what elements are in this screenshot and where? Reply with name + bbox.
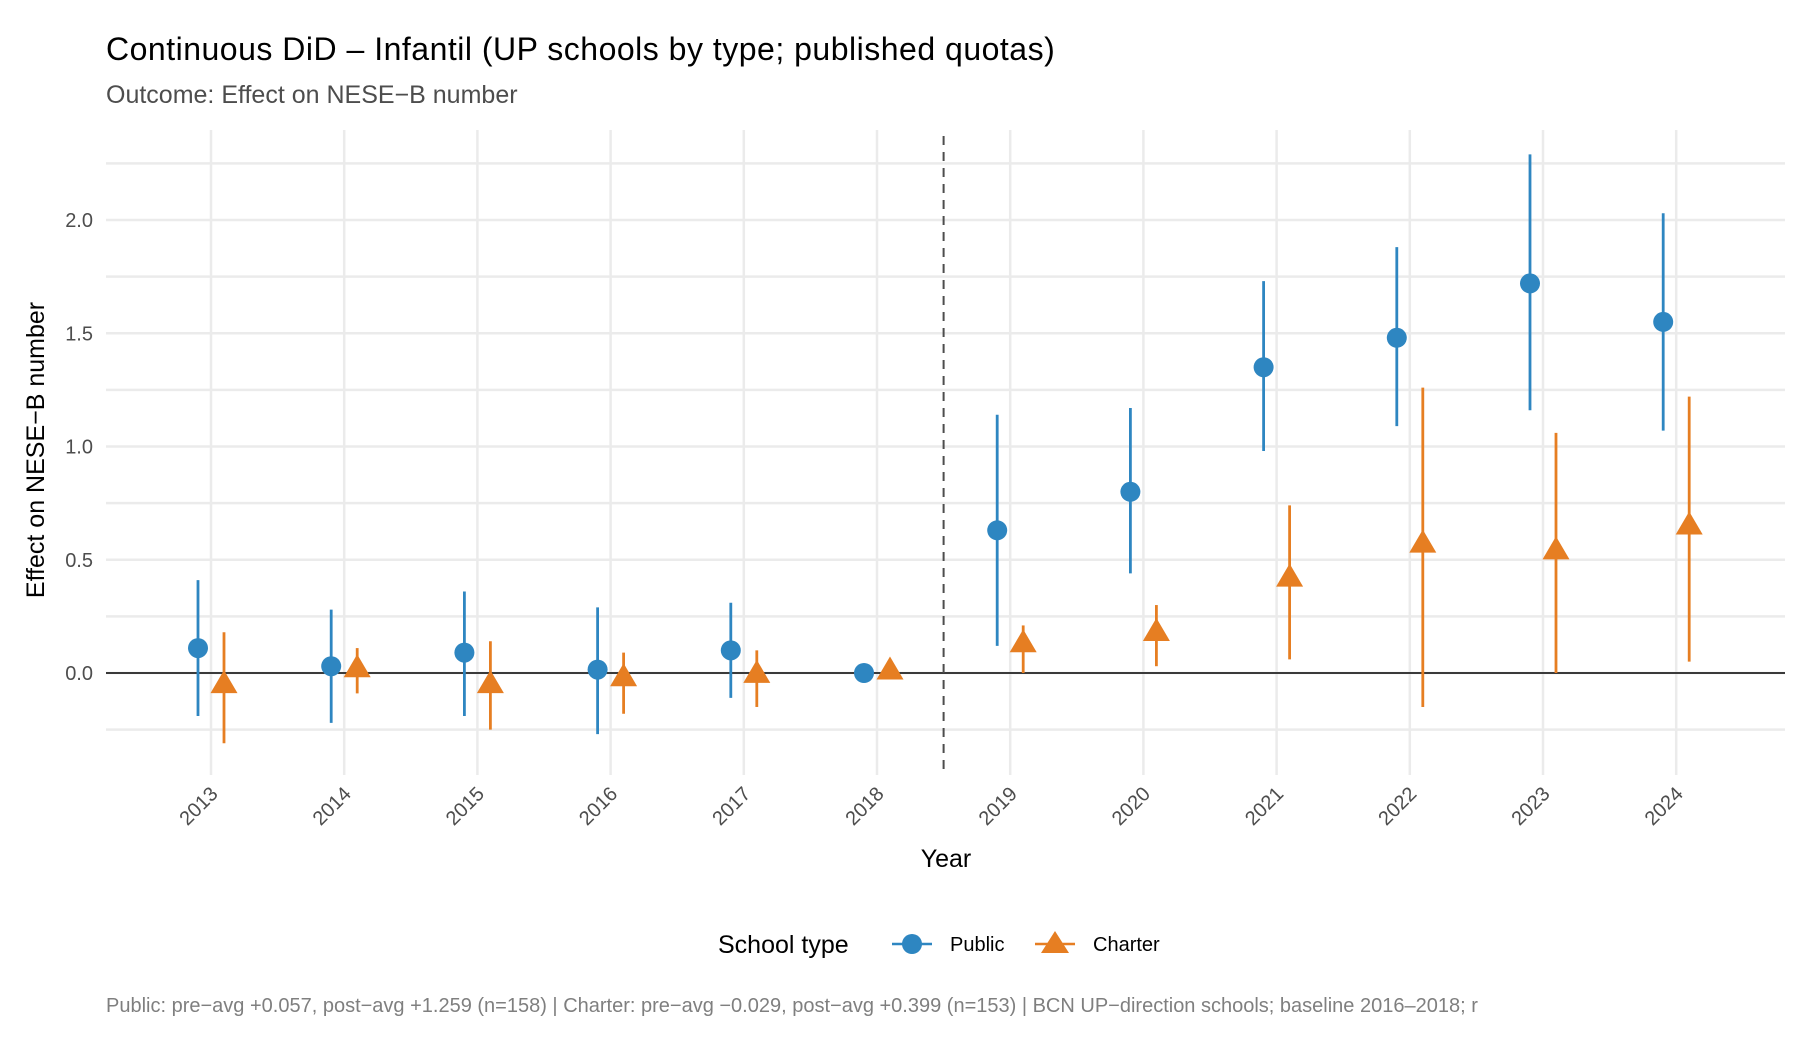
point-charter-2013	[210, 670, 238, 694]
point-charter-2014	[343, 654, 371, 678]
reference-lines	[106, 136, 1785, 775]
point-public-2014	[321, 656, 342, 677]
point-public-2017	[720, 640, 741, 661]
point-charter-2016	[610, 663, 638, 687]
y-tick-label: 1.5	[65, 323, 93, 345]
y-axis-title: Effect on NESE−B number	[22, 302, 50, 598]
point-charter-2015	[476, 670, 504, 694]
legend: School type Public Charter	[718, 931, 1160, 959]
point-charter-2024	[1675, 511, 1703, 535]
x-tick-label: 2022	[1374, 783, 1421, 830]
gridlines	[106, 130, 1785, 775]
chart-title: Continuous DiD – Infantil (UP schools by…	[106, 31, 1055, 67]
x-tick-label: 2018	[842, 783, 889, 830]
legend-key-charter	[1035, 931, 1075, 953]
legend-label-charter: Charter	[1093, 934, 1160, 956]
point-public-2021	[1253, 357, 1274, 378]
point-public-2013	[188, 638, 208, 659]
legend-label-public: Public	[950, 934, 1004, 956]
point-charter-2021	[1276, 563, 1304, 587]
point-public-2022	[1386, 327, 1407, 348]
point-charter-2017	[743, 659, 771, 683]
point-public-2015	[454, 642, 475, 663]
x-tick-label: 2023	[1508, 783, 1555, 830]
legend-public-marker	[902, 934, 922, 954]
y-tick-label: 1.0	[65, 437, 93, 459]
point-charter-2018	[876, 656, 904, 680]
point-charter-2020	[1142, 617, 1170, 641]
point-public-2023	[1520, 273, 1540, 294]
x-tick-label: 2024	[1641, 783, 1688, 830]
series-charter	[210, 387, 1703, 744]
x-tick-label: 2017	[708, 783, 755, 830]
plot-series	[188, 154, 1703, 744]
chart-caption: Public: pre−avg +0.057, post−avg +1.259 …	[106, 995, 1478, 1017]
legend-charter-marker	[1041, 931, 1069, 953]
point-charter-2022	[1409, 529, 1437, 553]
x-tick-label: 2013	[176, 783, 223, 830]
x-tick-label: 2015	[442, 783, 489, 830]
x-axis-title: Year	[921, 845, 972, 873]
x-tick-label: 2014	[309, 783, 356, 830]
x-tick-label: 2016	[575, 783, 622, 830]
legend-key-public	[892, 934, 932, 954]
point-charter-2019	[1009, 629, 1037, 653]
legend-title: School type	[718, 931, 849, 959]
x-axis-ticks: 2013 2014 2015 2016 2017 2018 2019 2020 2021 2022…	[176, 783, 1688, 830]
y-tick-label: 0.0	[65, 663, 93, 685]
point-public-2019	[987, 520, 1008, 541]
point-charter-2023	[1542, 536, 1570, 560]
x-tick-label: 2021	[1241, 783, 1288, 830]
series-public	[188, 154, 1674, 735]
x-tick-label: 2020	[1108, 783, 1155, 830]
point-public-2018	[854, 663, 874, 683]
chart-subtitle: Outcome: Effect on NESE−B number	[106, 81, 518, 109]
point-public-2020	[1120, 481, 1141, 502]
y-tick-label: 2.0	[65, 210, 93, 232]
y-tick-label: 0.5	[65, 550, 93, 572]
point-public-2016	[587, 659, 608, 680]
y-axis-ticks: 0.0 0.5 1.0 1.5 2.0	[65, 210, 93, 685]
x-tick-label: 2019	[975, 783, 1022, 830]
point-public-2024	[1653, 311, 1674, 332]
